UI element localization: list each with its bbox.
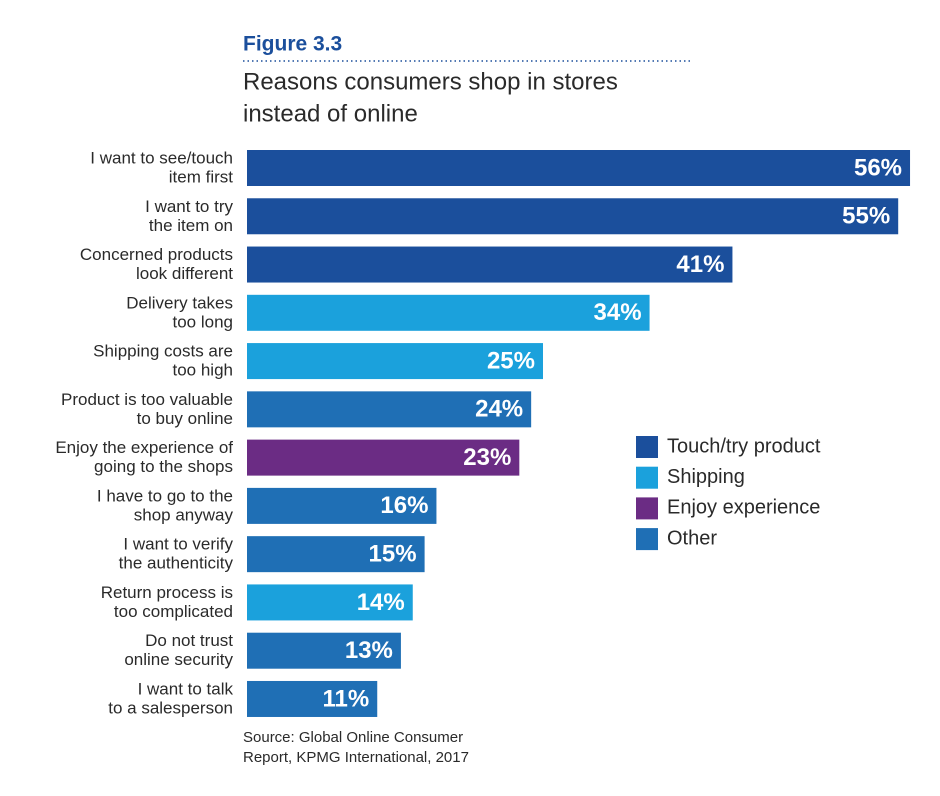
value-label: 13% xyxy=(345,637,393,664)
legend-swatch xyxy=(636,466,658,489)
category-label: I have to go to the xyxy=(97,486,233,505)
value-label: 41% xyxy=(676,251,724,278)
category-label: going to the shops xyxy=(94,457,233,476)
bar xyxy=(247,536,425,573)
chart-subtitle: instead of online xyxy=(243,100,418,127)
bar xyxy=(247,391,532,428)
bar xyxy=(247,584,413,621)
value-label: 56% xyxy=(854,154,902,181)
category-label: shop anyway xyxy=(134,505,234,524)
category-label: too complicated xyxy=(114,602,233,621)
category-label: Do not trust xyxy=(145,631,233,650)
category-label: to buy online xyxy=(137,409,233,428)
bar xyxy=(247,632,401,669)
value-label: 14% xyxy=(357,589,405,616)
category-label: Product is too valuable xyxy=(61,390,233,409)
category-label: I want to talk xyxy=(138,679,234,698)
category-label: the item on xyxy=(149,216,233,235)
bar xyxy=(247,439,520,476)
category-label: too long xyxy=(173,312,234,331)
chart-title: Figure 3.3 xyxy=(243,33,342,56)
value-label: 11% xyxy=(323,685,370,712)
source-note: Report, KPMG International, 2017 xyxy=(243,749,469,766)
category-label: look different xyxy=(136,264,233,283)
legend-swatch xyxy=(636,497,658,520)
category-label: Shipping costs are xyxy=(93,342,233,361)
category-label: item first xyxy=(169,167,234,186)
category-label: the authenticity xyxy=(119,554,234,573)
legend-swatch xyxy=(636,436,658,458)
category-label: I want to see/touch xyxy=(90,148,233,167)
legend-label: Enjoy experience xyxy=(667,497,820,519)
value-label: 16% xyxy=(380,492,428,519)
value-label: 55% xyxy=(842,203,890,230)
category-label: online security xyxy=(124,650,233,669)
value-label: 34% xyxy=(594,299,642,326)
legend-swatch xyxy=(636,528,658,551)
category-label: Enjoy the experience of xyxy=(55,438,233,457)
bar xyxy=(247,198,899,235)
chart-subtitle: Reasons consumers shop in stores xyxy=(243,68,618,95)
legend-label: Touch/try product xyxy=(667,435,821,457)
category-label: too high xyxy=(173,361,234,380)
value-label: 25% xyxy=(487,347,535,374)
bar xyxy=(247,150,911,186)
value-label: 23% xyxy=(463,444,511,471)
category-label: Return process is xyxy=(101,583,233,602)
bar xyxy=(247,246,733,283)
category-label: to a salesperson xyxy=(108,698,233,717)
legend-label: Shipping xyxy=(667,466,745,488)
bar xyxy=(247,294,650,331)
category-label: Delivery takes xyxy=(126,293,233,312)
bar xyxy=(247,343,543,380)
value-label: 15% xyxy=(369,541,417,568)
source-note: Source: Global Online Consumer xyxy=(243,729,463,746)
bar xyxy=(247,680,378,717)
bar xyxy=(247,487,437,524)
category-label: I want to try xyxy=(145,197,233,216)
legend-label: Other xyxy=(667,527,717,549)
category-label: Concerned products xyxy=(80,245,233,264)
value-label: 24% xyxy=(475,396,523,423)
category-label: I want to verify xyxy=(123,535,233,554)
